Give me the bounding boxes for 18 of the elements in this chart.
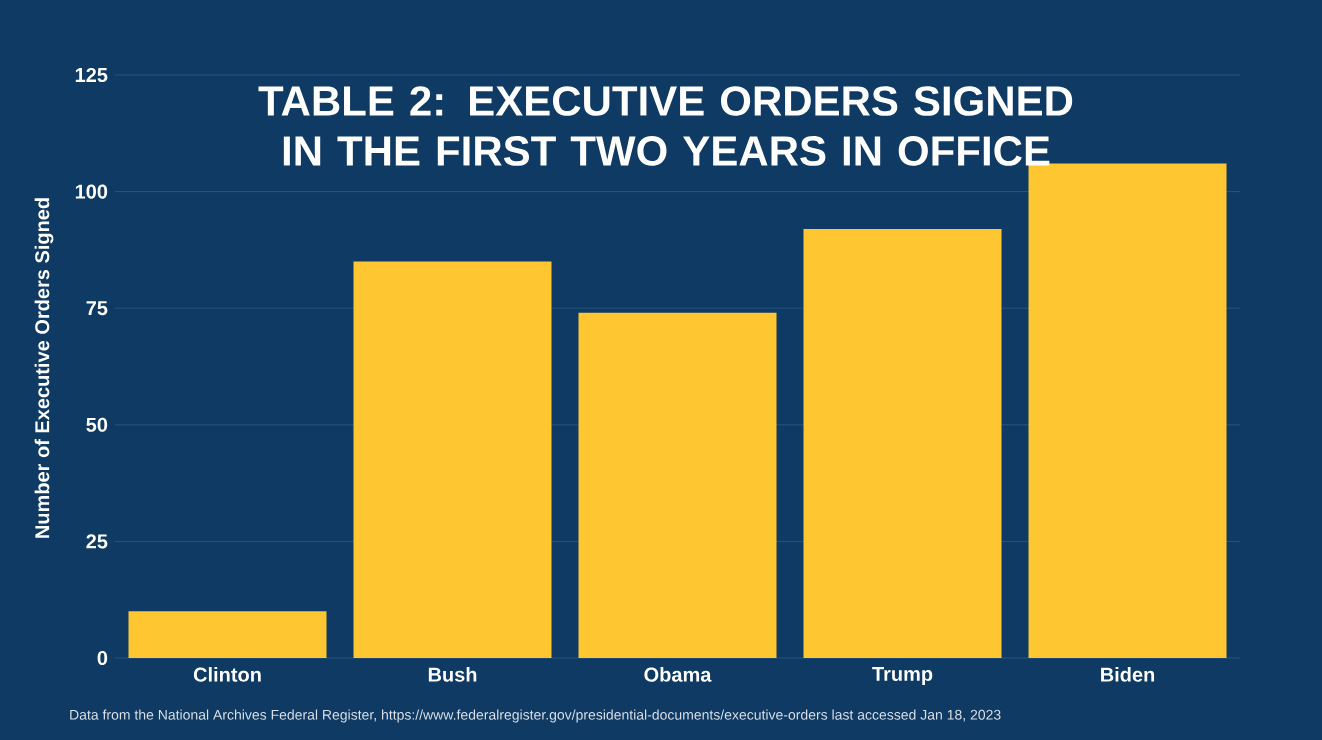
x-tick-label: Obama <box>644 667 712 682</box>
y-tick-label: 50 <box>86 417 108 432</box>
x-tick-label: Bush <box>428 667 477 682</box>
x-tick-label: Trump <box>872 667 933 685</box>
text: TABLE 2: EXECUTIVE ORDERS SIGNED IN THE FIRST TWO YEARS IN OFFICE <box>258 86 1073 166</box>
y-tick-label: 100 <box>75 184 108 199</box>
y-tick-label: 25 <box>86 534 108 549</box>
bar <box>353 261 552 658</box>
y-tick-label: 0 <box>97 650 108 666</box>
y-tick-label: 75 <box>86 301 108 316</box>
x-tick-label: Clinton <box>193 667 261 682</box>
y-tick-label: 125 <box>75 67 108 83</box>
bar <box>128 611 327 658</box>
x-tick-label: Biden <box>1101 667 1155 682</box>
bar <box>803 228 1002 658</box>
y-axis-title: Number of Executive Orders Signed <box>34 198 54 538</box>
bar <box>578 312 777 658</box>
text: Data from the National Archives Federal Register, https://www.federalregister.gov/presidential-documents/executive-orders last accessed Jan 18, 2023 <box>70 709 1001 723</box>
